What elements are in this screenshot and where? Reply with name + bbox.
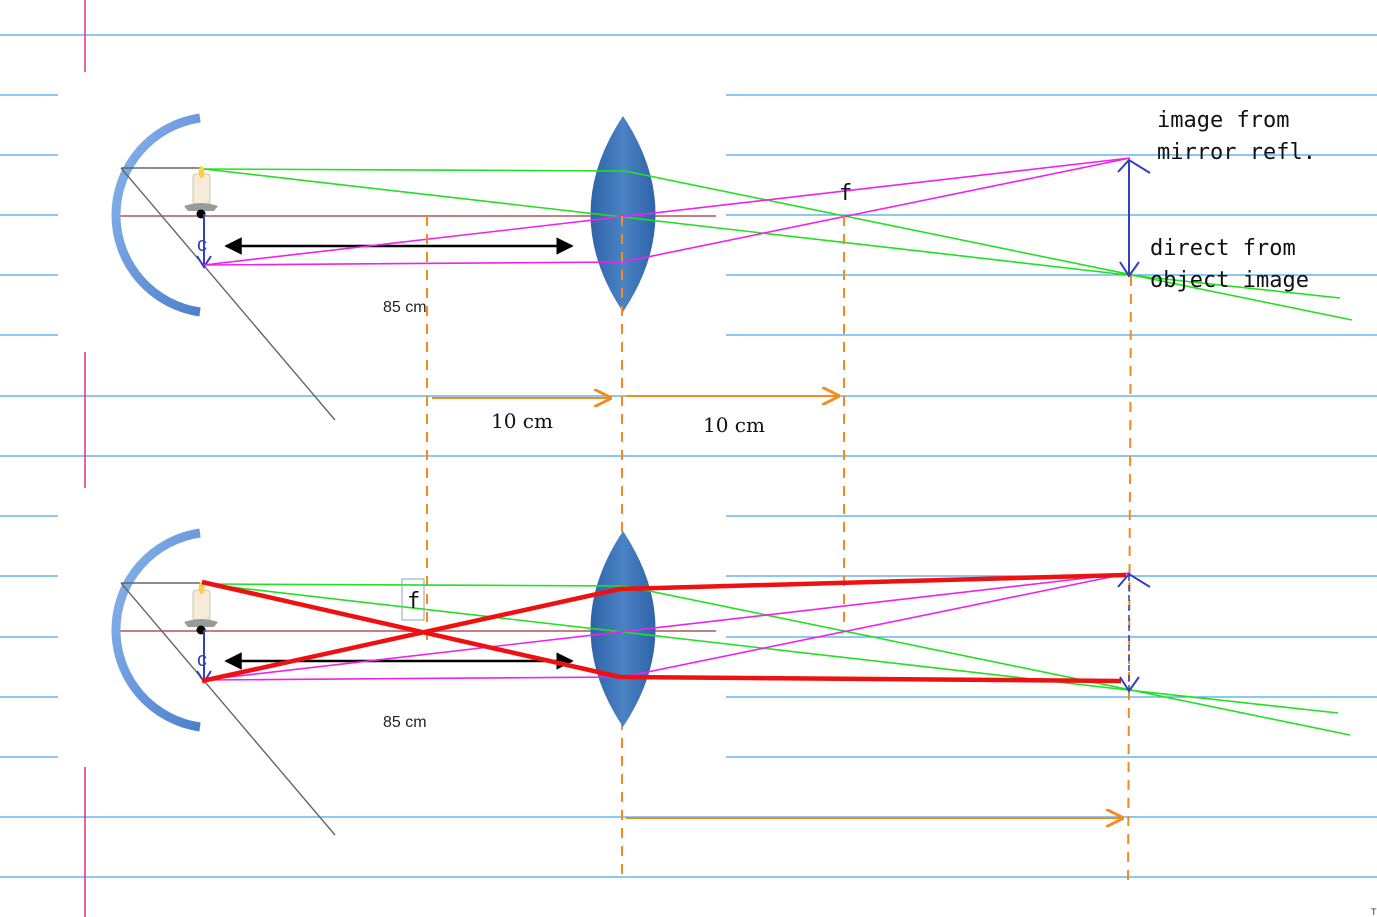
candle-icon [184,582,218,635]
center-label-bottom: c [197,649,207,671]
mirror-guide-line [120,582,336,836]
convex-lens [590,116,656,312]
bottom-diagram [111,528,1351,836]
concave-mirror [111,528,201,732]
image-guide [1127,275,1132,883]
green-ray [203,168,1353,321]
corner-mark: T [1371,907,1377,917]
orange-guides [426,216,1132,883]
red-ray [201,572,1127,684]
mirror-image-arrowhead [196,255,212,269]
top-diagram [111,113,1353,421]
red-ray [201,579,1122,684]
focus-label-bottom: f [407,589,420,614]
direct-image-label-line2: object image [1150,268,1309,293]
mirror-image-label-line1: image from [1157,108,1289,133]
candle-icon [184,166,218,219]
upright-image-arrowhead [1117,158,1151,174]
distance-label-top: 85 cm [383,299,427,316]
direct-image-label-line1: direct from [1150,236,1296,261]
distance-label-bottom: 85 cm [383,714,427,731]
concave-mirror [111,113,201,317]
distance-label-right: 10 cm [703,413,765,437]
mirror-guide-line [120,167,336,421]
inverted-image-arrowhead [1119,676,1140,693]
upright-image-arrowhead [1117,572,1151,588]
magenta-ray [203,572,1131,681]
center-label-top: c [197,234,207,256]
green-ray [203,583,1351,736]
distance-label-left: 10 cm [491,409,553,433]
green-ray [203,583,1339,714]
focus-label-top: f [839,181,852,206]
focus-label-box [401,578,425,621]
mirror-image-label-line2: mirror refl. [1157,140,1316,165]
inverted-image-arrowhead [1119,261,1140,278]
magenta-ray [203,157,1131,266]
